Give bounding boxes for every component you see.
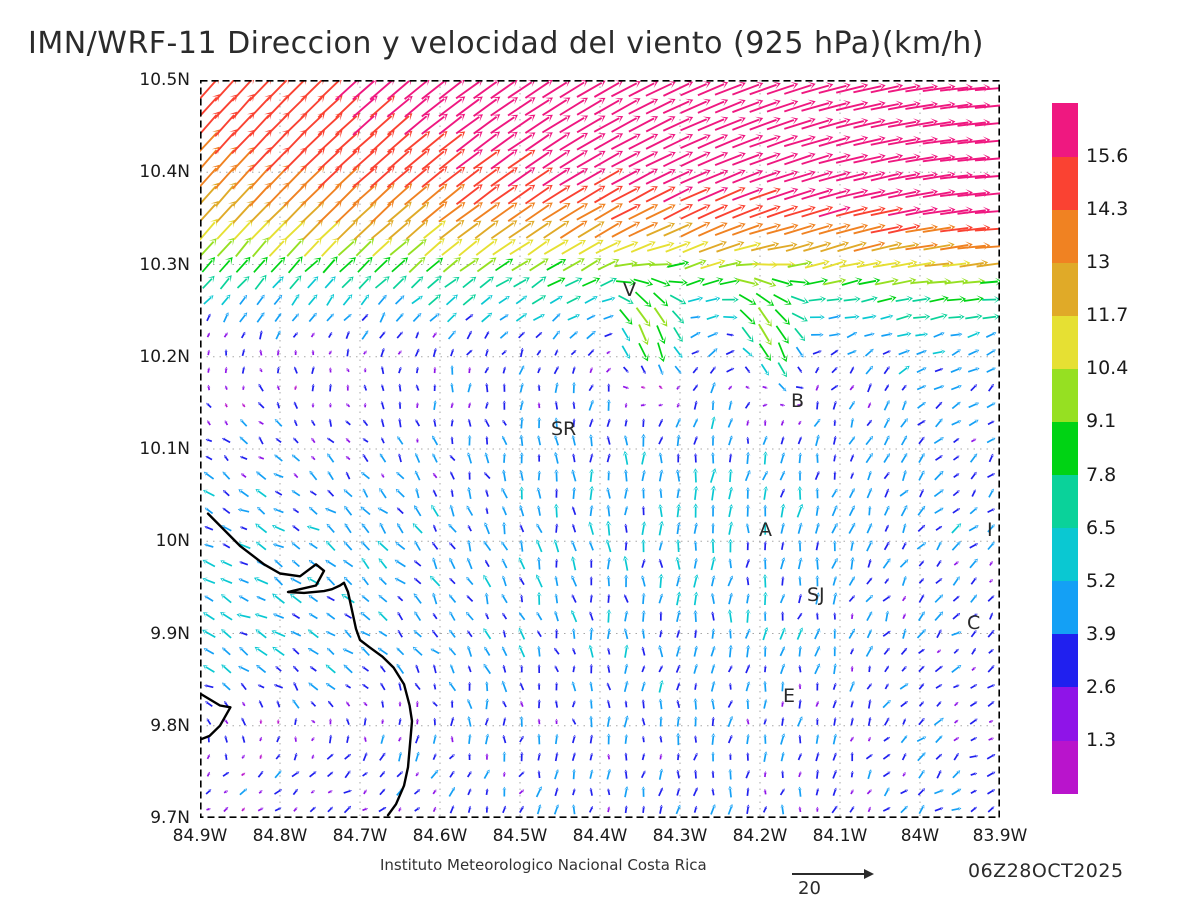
footer-timestamp: 06Z28OCT2025 [968, 860, 1124, 882]
map-plot-area[interactable]: V SR B A SJ C E I [200, 80, 1000, 818]
colorbar-tick-label: 9.1 [1086, 410, 1117, 433]
y-axis-tick-label: 9.7N [150, 808, 190, 828]
colorbar-band [1052, 686, 1078, 741]
y-axis-tick-label: 10.1N [139, 439, 190, 459]
colorbar-band [1052, 474, 1078, 529]
colorbar-tick-label: 15.6 [1086, 145, 1129, 168]
vector-glyph-group [200, 80, 1000, 815]
y-axis-tick-label: 9.8N [150, 715, 190, 736]
colorbar-band [1052, 421, 1078, 476]
y-axis-tick-label: 9.9N [150, 623, 190, 644]
x-axis-tick-label: 84W [900, 826, 940, 846]
footer-credit: Instituto Meteorologico Nacional Costa R… [380, 856, 707, 874]
y-axis-tick-label: 10N [155, 531, 190, 552]
coastline-inlet-path [200, 692, 232, 741]
colorbar-tick-label: 10.4 [1086, 357, 1129, 380]
plot-frame [200, 80, 1000, 818]
y-axis-tick-label: 10.5N [139, 70, 190, 90]
x-axis-tick-label: 84.1W [812, 826, 868, 846]
colorbar-tick-label: 6.5 [1086, 516, 1117, 539]
x-axis-tick-label: 84.9W [172, 826, 228, 846]
x-axis-tick-label: 84.4W [572, 826, 628, 846]
x-axis-tick-label: 84.7W [332, 826, 388, 846]
colorbar [1052, 103, 1078, 794]
x-axis-tick-label: 84.8W [252, 826, 308, 846]
colorbar-tick-label: 3.9 [1086, 622, 1117, 645]
y-axis-tick-label: 10.2N [139, 346, 190, 367]
x-axis-tick-label: 83.9W [972, 826, 1028, 846]
colorbar-tick-label: 13 [1086, 251, 1111, 274]
y-axis-tick-label: 10.3N [139, 254, 190, 275]
colorbar-band [1052, 739, 1078, 794]
colorbar-band [1052, 633, 1078, 688]
x-axis-tick-label: 84.6W [412, 826, 468, 846]
colorbar-band [1052, 209, 1078, 263]
colorbar-tick-label: 2.6 [1086, 675, 1117, 698]
reference-vector-icon [792, 869, 874, 879]
colorbar-tick-label: 5.2 [1086, 569, 1117, 592]
page-title: IMN/WRF-11 Direccion y velocidad del vie… [28, 26, 984, 61]
x-axis-tick-label: 84.5W [492, 826, 548, 846]
y-axis-tick-label: 10.4N [139, 162, 190, 183]
wind-vector-field [200, 80, 1000, 818]
colorbar-band [1052, 156, 1078, 210]
coastline-path [206, 512, 414, 817]
gridlines [200, 80, 1000, 818]
x-axis-tick-label: 84.3W [652, 826, 708, 846]
colorbar-band [1052, 262, 1078, 316]
colorbar-tick-label: 11.7 [1086, 304, 1129, 327]
colorbar-band [1052, 103, 1078, 157]
colorbar-tick-label: 14.3 [1086, 198, 1129, 221]
colorbar-band [1052, 580, 1078, 635]
colorbar-tick-label: 1.3 [1086, 728, 1117, 751]
reference-vector-label: 20 [798, 878, 821, 899]
colorbar-band [1052, 368, 1078, 423]
colorbar-band [1052, 315, 1078, 369]
colorbar-tick-label: 7.8 [1086, 463, 1117, 486]
x-axis-tick-label: 84.2W [732, 826, 788, 846]
colorbar-band [1052, 527, 1078, 582]
